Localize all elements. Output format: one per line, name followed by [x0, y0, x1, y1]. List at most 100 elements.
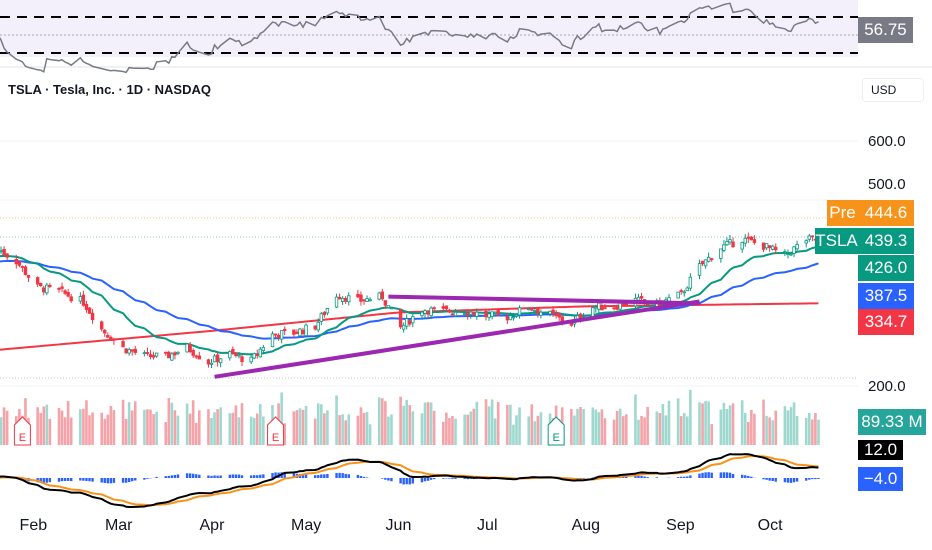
volume-bar	[783, 406, 787, 445]
volume-bar	[60, 410, 64, 445]
volume-badge: 89.33 M	[858, 409, 926, 435]
candle-body	[164, 351, 168, 354]
macd-histogram-bar	[762, 478, 765, 480]
volume-bar	[475, 401, 479, 445]
volume-bar	[112, 410, 116, 445]
candle-body	[441, 306, 445, 309]
volume-bar	[612, 419, 616, 445]
macd-histogram-bar	[103, 478, 106, 484]
volume-bar	[359, 407, 363, 445]
time-label-sep: Sep	[666, 517, 695, 534]
candle-body	[127, 349, 131, 354]
volume-bar	[728, 405, 732, 445]
macd-line	[0, 453, 819, 508]
volume-bar	[679, 416, 683, 445]
candle-body	[237, 354, 241, 357]
candle-body	[151, 355, 156, 358]
volume-bar	[79, 409, 82, 445]
volume-bar	[36, 407, 39, 445]
volume-bar	[130, 410, 134, 445]
volume-bar	[515, 415, 518, 445]
volume-bar	[191, 400, 195, 445]
candle-body	[807, 235, 811, 240]
macd-histogram-bar	[88, 478, 91, 482]
macd-histogram-bar	[48, 478, 52, 483]
macd-histogram-bar	[805, 478, 808, 481]
volume-bar	[48, 418, 52, 445]
macd-histogram-bar	[283, 472, 286, 478]
volume-bar	[722, 402, 726, 445]
candle-body	[154, 352, 159, 357]
candle-body	[536, 307, 540, 314]
candle-body	[66, 292, 70, 297]
candle-body	[810, 235, 815, 238]
macd-histogram-bar	[429, 478, 433, 480]
volume-bar	[466, 414, 469, 445]
macd-histogram-bar	[192, 473, 195, 478]
candle-body	[764, 243, 769, 249]
candle-body	[420, 311, 424, 317]
macd-histogram-bar	[469, 478, 472, 479]
volume-bar	[676, 398, 680, 445]
volume-bar	[429, 402, 433, 445]
macd-histogram-bar	[259, 474, 262, 478]
candle-body	[792, 246, 796, 254]
price-label-500: 500.0	[868, 176, 906, 193]
volume-bar	[533, 421, 537, 445]
currency-button[interactable]: USD	[862, 78, 924, 102]
macd-histogram-bar	[338, 472, 341, 478]
candle-body	[597, 302, 601, 310]
macd-histogram-bar	[768, 478, 771, 481]
candle-body	[176, 351, 180, 354]
volume-bar	[152, 414, 155, 445]
macd-histogram-bar	[683, 476, 686, 478]
candle-body	[14, 259, 18, 265]
volume-bar	[301, 409, 305, 445]
candle-body	[340, 297, 345, 302]
macd-histogram-bar	[155, 476, 158, 478]
candle-body	[23, 266, 28, 276]
candle-body	[423, 310, 427, 314]
macd-histogram-bar	[195, 474, 198, 478]
macd-histogram-bar	[39, 478, 42, 483]
signal-badge: −4.0	[858, 467, 903, 491]
volume-bar	[496, 402, 500, 445]
volume-bar	[600, 409, 604, 445]
candle-body	[618, 302, 622, 310]
candle-body	[517, 307, 522, 316]
candle-body	[279, 330, 284, 340]
macd-histogram-bar	[344, 473, 347, 478]
volume-bar	[698, 402, 701, 445]
candle-body	[45, 284, 49, 294]
macd-histogram-bar	[719, 472, 723, 478]
macd-histogram-bar	[131, 478, 134, 482]
volume-bar	[213, 412, 216, 445]
volume-bar	[326, 410, 329, 445]
candle-body	[90, 312, 95, 321]
volume-bar	[795, 415, 799, 445]
macd-histogram-bar	[789, 478, 793, 483]
macd-histogram-bar	[57, 478, 61, 482]
macd-histogram-bar	[262, 474, 265, 478]
candle-body	[508, 315, 513, 321]
price-label-200: 200.0	[868, 378, 906, 395]
candle-body	[688, 276, 693, 289]
volume-bar	[228, 413, 232, 445]
volume-bar	[646, 406, 649, 445]
candle-body	[170, 353, 174, 361]
candle-body	[722, 244, 726, 251]
macd-histogram-bar	[359, 475, 363, 478]
volume-bar	[298, 408, 302, 445]
macd-histogram-bar	[301, 474, 305, 478]
candle-body	[767, 245, 772, 249]
volume-bar	[133, 401, 137, 445]
volume-bar	[750, 409, 753, 445]
macd-histogram-bar	[707, 472, 710, 478]
volume-bar	[789, 407, 793, 445]
time-label-jul: Jul	[477, 517, 498, 534]
candle-body	[362, 299, 366, 302]
macd-histogram-bar	[744, 475, 747, 478]
candle-body	[411, 316, 415, 324]
candle-body	[685, 287, 689, 292]
